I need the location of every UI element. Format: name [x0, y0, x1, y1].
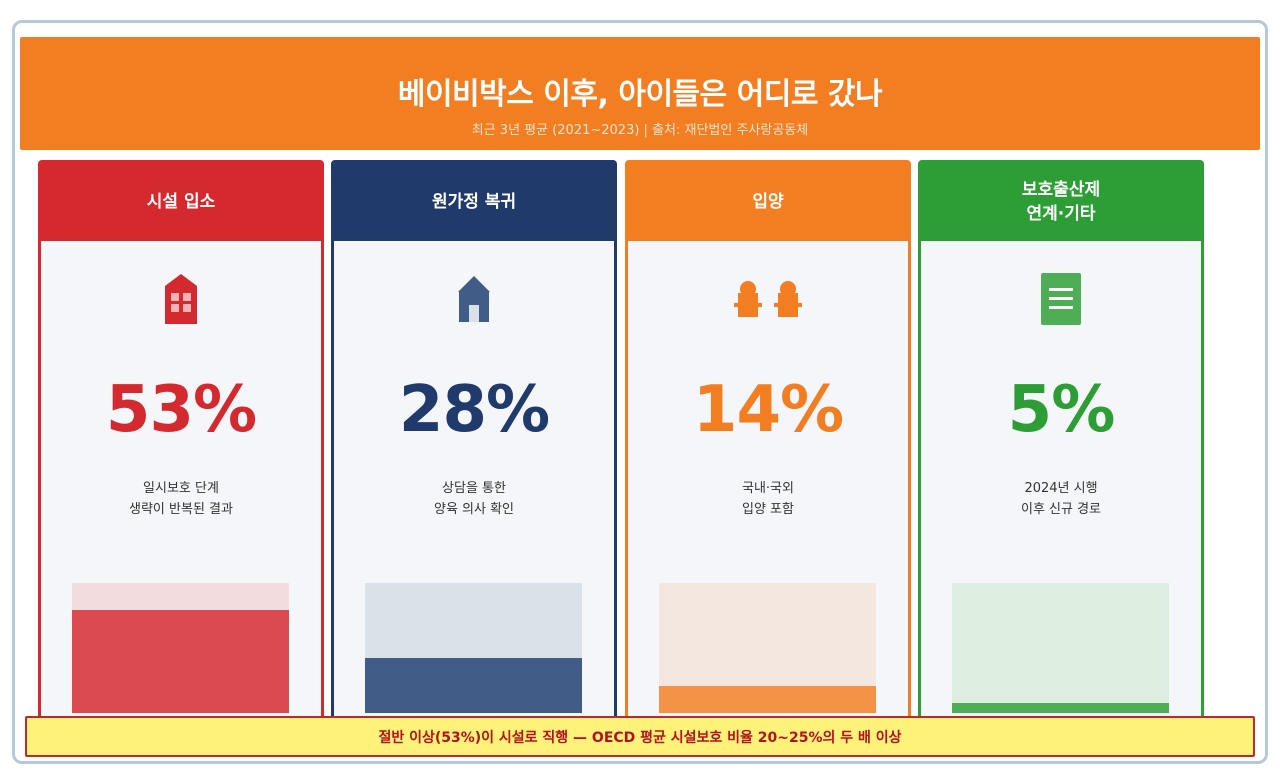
progress-track	[659, 583, 876, 713]
percent-value: 5%	[1007, 373, 1116, 447]
progress-fill	[952, 703, 1169, 713]
house-icon	[334, 271, 614, 327]
percent-value: 14%	[692, 373, 844, 447]
document-icon	[921, 271, 1201, 327]
card-title: 입양	[628, 163, 908, 241]
page-subtitle: 최근 3년 평균 (2021~2023) | 출처: 재단법인 주사랑공동체	[471, 123, 809, 138]
card-protected-birth: 보호출산제 연계·기타 5% 2024년 시행 이후 신규 경로	[918, 160, 1204, 730]
percent-value: 28%	[398, 373, 550, 447]
building-icon	[41, 271, 321, 327]
card-title: 보호출산제 연계·기타	[921, 163, 1201, 241]
progress-fill	[365, 658, 582, 713]
progress-fill	[72, 609, 289, 713]
progress-fill	[659, 685, 876, 713]
card-title: 시설 입소	[41, 163, 321, 241]
header-banner: 베이비박스 이후, 아이들은 어디로 갔나 최근 3년 평균 (2021~202…	[20, 37, 1260, 150]
card-description: 2024년 시행 이후 신규 경로	[1020, 481, 1102, 517]
page-title: 베이비박스 이후, 아이들은 어디로 갔나	[397, 77, 883, 112]
card-facility: 시설 입소 53% 일시보호 단계 생략이 반복된 결과	[38, 160, 324, 730]
card-description: 국내·국외 입양 포함	[742, 481, 794, 517]
card-return-home: 원가정 복귀 28% 상담을 통한 양육 의사 확인	[331, 160, 617, 730]
card-description: 상담을 통한 양육 의사 확인	[433, 481, 515, 517]
progress-track	[72, 583, 289, 713]
percent-value: 53%	[105, 373, 257, 447]
footer-note: 절반 이상(53%)이 시설로 직행 — OECD 평균 시설보호 비율 20~…	[25, 716, 1255, 757]
progress-track	[952, 583, 1169, 713]
card-description: 일시보호 단계 생략이 반복된 결과	[129, 481, 233, 517]
people-icon	[628, 271, 908, 327]
card-title: 원가정 복귀	[334, 163, 614, 241]
progress-track	[365, 583, 582, 713]
card-adoption: 입양 14% 국내·국외 입양 포함	[625, 160, 911, 730]
